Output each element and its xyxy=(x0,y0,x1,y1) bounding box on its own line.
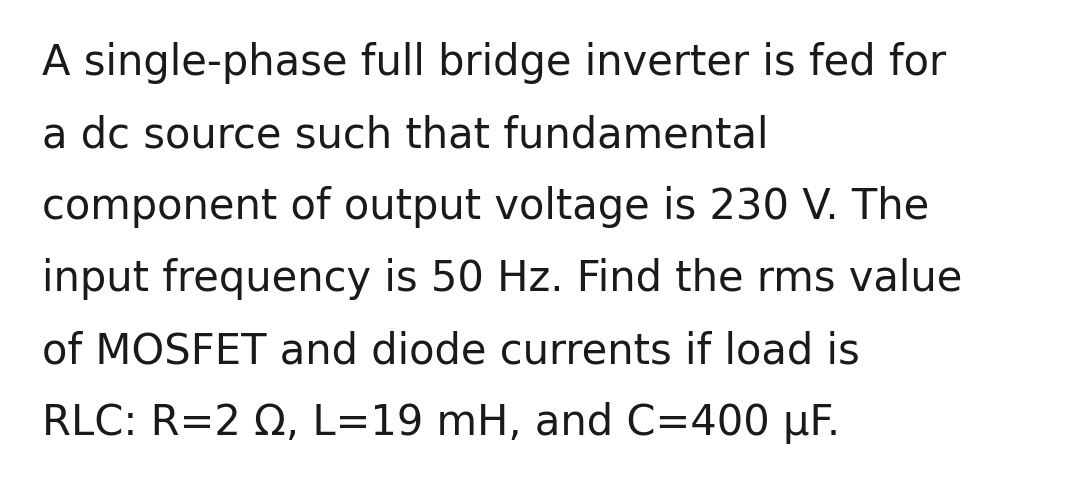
Text: a dc source such that fundamental: a dc source such that fundamental xyxy=(42,114,769,156)
Text: of MOSFET and diode currents if load is: of MOSFET and diode currents if load is xyxy=(42,329,860,371)
Text: component of output voltage is 230 V. The: component of output voltage is 230 V. Th… xyxy=(42,186,929,227)
Text: RLC: R=2 Ω, L=19 mH, and C=400 μF.: RLC: R=2 Ω, L=19 mH, and C=400 μF. xyxy=(42,401,853,443)
Text: input frequency is 50 Hz. Find the rms value: input frequency is 50 Hz. Find the rms v… xyxy=(42,258,962,300)
Text: A single-phase full bridge inverter is fed for: A single-phase full bridge inverter is f… xyxy=(42,42,946,84)
